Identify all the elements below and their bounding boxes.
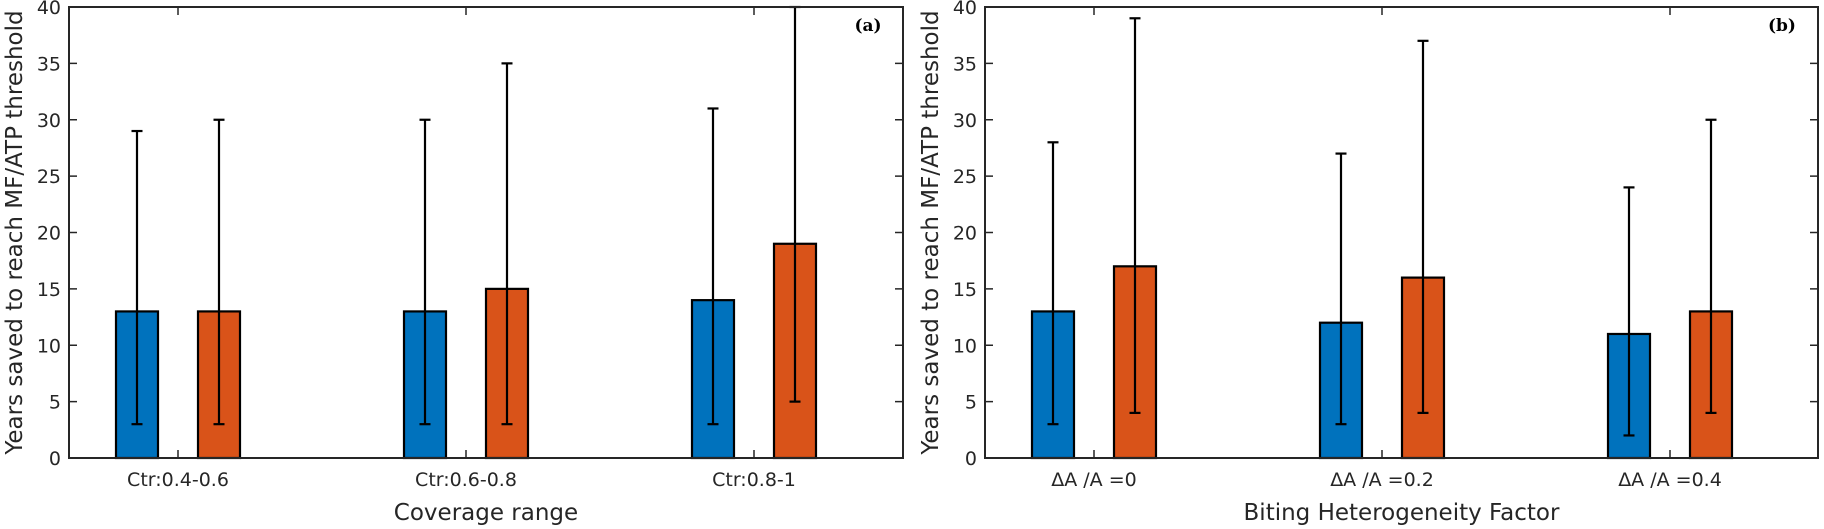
x-tick-label: Ctr:0.4-0.6: [127, 469, 229, 491]
panel-label: (a): [854, 16, 881, 36]
y-tick-label: 30: [953, 110, 977, 132]
x-tick-label: Ctr:0.6-0.8: [415, 469, 517, 491]
x-tick-label: ΔA /A =0.2: [1330, 469, 1434, 491]
y-tick-label: 35: [953, 53, 977, 75]
axes-box: [984, 6, 1819, 459]
y-tick-label: 20: [953, 223, 977, 245]
y-tick-label: 0: [49, 448, 61, 470]
y-tick-label: 40: [953, 0, 977, 19]
y-tick-label: 10: [953, 335, 977, 357]
y-tick-label: 40: [37, 0, 61, 19]
x-tick-label: ΔA /A =0: [1051, 469, 1136, 491]
x-tick-label: Ctr:0.8-1: [712, 469, 796, 491]
y-tick-label: 25: [953, 166, 977, 188]
y-tick-label: 5: [965, 392, 977, 414]
panel-label: (b): [1768, 16, 1796, 36]
y-tick-label: 20: [37, 223, 61, 245]
y-tick-label: 25: [37, 166, 61, 188]
panel-a: Ctr:0.4-0.6 Ctr:0.6-0.8 Ctr:0.8-1 0 5 10 15 20 2…: [2, 0, 904, 526]
y-axis-title: Years saved to reach MF/ATP threshold: [2, 10, 28, 455]
panel-b: ΔA /A =0 ΔA /A =0.2 ΔA /A =0.4 0 5 10 15 20 25 30…: [918, 0, 1819, 526]
y-tick-label: 0: [965, 448, 977, 470]
x-tick-label: ΔA /A =0.4: [1618, 469, 1722, 491]
y-tick-label: 15: [953, 279, 977, 301]
y-tick-label: 35: [37, 53, 61, 75]
x-axis-title: Biting Heterogeneity Factor: [1244, 500, 1560, 526]
y-tick-label: 15: [37, 279, 61, 301]
axes-box: [68, 6, 904, 459]
y-axis-title: Years saved to reach MF/ATP threshold: [918, 10, 944, 455]
y-tick-label: 30: [37, 110, 61, 132]
x-axis-title: Coverage range: [394, 500, 578, 526]
y-tick-label: 10: [37, 335, 61, 357]
y-tick-label: 5: [49, 392, 61, 414]
